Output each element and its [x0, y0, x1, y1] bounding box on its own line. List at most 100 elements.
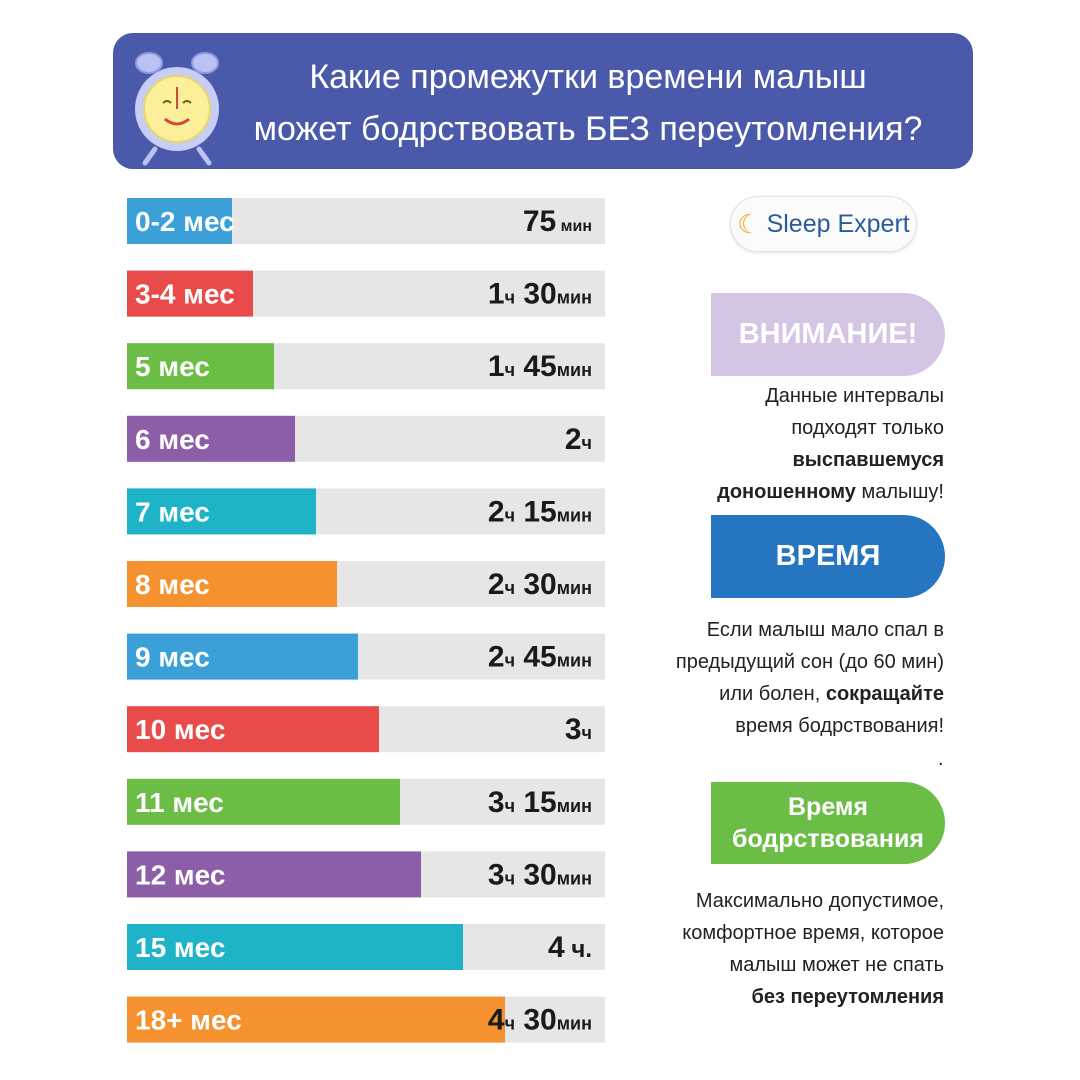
bar-track — [127, 488, 605, 535]
title-line-1: Какие промежутки времени малыш — [309, 58, 867, 96]
value-label: 3ч 15мин — [488, 786, 592, 819]
awake-text-2: комфортное время, которое — [682, 922, 944, 944]
value-hours: 2 — [488, 641, 505, 674]
bar-track — [127, 706, 605, 753]
awake-text-1: Максимально допустимое, — [695, 890, 944, 912]
attention-text-5: малышу! — [861, 481, 944, 503]
value-minute-unit: мин — [557, 651, 592, 671]
awake-time-note: Максимально допустимое, комфортное время… — [660, 885, 944, 1013]
bar — [127, 924, 463, 970]
category-label: 6 мес — [135, 424, 210, 455]
category-label: 10 мес — [135, 714, 225, 745]
sleep-expert-logo: ☾ Sleep Expert — [730, 196, 917, 252]
bar-track — [127, 996, 605, 1043]
time-text-2: предыдущий сон (до 60 мин) — [675, 651, 944, 673]
value-hours: 1 — [488, 278, 505, 311]
time-note: Если малыш мало спал в предыдущий сон (д… — [660, 614, 944, 742]
bar-track — [127, 343, 605, 390]
value-minutes: 75 — [523, 205, 556, 238]
value-minute-unit: мин — [557, 796, 592, 816]
value-hours: 2 — [565, 423, 582, 456]
time-text-4: сокращайте — [825, 683, 944, 705]
title-line-2: может бодрствовать БЕЗ переутомления? — [253, 110, 923, 148]
value-hour-unit: ч — [505, 578, 515, 598]
value-label: 75 мин — [523, 205, 592, 238]
value-hours: 2 — [488, 568, 505, 601]
bar-track — [127, 561, 605, 607]
awake-text-3: малыш может не спать — [729, 954, 944, 976]
value-minutes: 15 — [515, 786, 557, 819]
value-hour-unit: ч — [505, 505, 515, 525]
value-hours: 4 — [488, 1004, 505, 1037]
category-label: 7 мес — [135, 496, 210, 527]
value-minute-unit: мин — [556, 218, 592, 235]
value-minute-unit: мин — [557, 505, 592, 525]
category-label: 3-4 мес — [135, 279, 235, 310]
value-label: 2ч 30мин — [488, 568, 592, 601]
value-hour-unit: ч — [582, 433, 592, 453]
bar — [127, 706, 379, 753]
bar-track — [127, 778, 605, 825]
value-minutes: 30 — [515, 278, 557, 311]
value-label: 2ч 45мин — [488, 641, 592, 674]
header-banner: Какие промежутки времени малыш может бод… — [113, 33, 973, 169]
value-hours: 4 — [548, 931, 565, 964]
bar — [127, 198, 232, 244]
category-label: 11 мес — [135, 787, 224, 818]
value-label: 1ч 45мин — [488, 350, 592, 383]
time-badge: ВРЕМЯ — [711, 515, 945, 598]
time-text-1: Если малыш мало спал в — [706, 619, 944, 641]
value-hours: 3 — [565, 713, 582, 746]
value-minute-unit: мин — [557, 360, 592, 380]
value-minute-unit: мин — [557, 1014, 592, 1034]
category-label: 8 мес — [135, 569, 210, 600]
page-title: Какие промежутки времени малыш может бод… — [223, 51, 953, 155]
value-minutes: 30 — [515, 568, 557, 601]
value-hour-unit: ч — [505, 868, 515, 888]
value-minutes: 30 — [515, 1004, 557, 1037]
bar-track — [127, 924, 605, 970]
attention-text-4: доношенному — [717, 481, 856, 503]
alarm-clock-icon — [135, 52, 219, 166]
value-label: 4 ч. — [548, 931, 592, 964]
bar — [127, 415, 295, 462]
bar-track — [127, 270, 605, 317]
value-hours: 3 — [488, 858, 505, 891]
bar — [127, 851, 421, 898]
value-hour-unit: ч — [505, 1014, 515, 1034]
value-minute-unit: мин — [557, 578, 592, 598]
value-unit: ч. — [565, 936, 592, 963]
bar-track — [127, 198, 605, 244]
awake-title-1: Время — [788, 793, 868, 821]
category-label: 9 мес — [135, 642, 210, 673]
value-minutes: 45 — [515, 641, 557, 674]
value-hours: 1 — [488, 350, 505, 383]
bar-track — [127, 633, 605, 680]
value-label: 4ч 30мин — [488, 1004, 592, 1037]
attention-text-1: Данные интервалы — [765, 385, 944, 407]
bar-track — [127, 851, 605, 898]
value-minutes: 30 — [515, 858, 557, 891]
value-label: 3ч 30мин — [488, 858, 592, 891]
awake-text-4: без переутомления — [751, 986, 944, 1008]
value-minutes: 45 — [515, 350, 557, 383]
crescent-moon-icon: ☾ — [737, 208, 761, 239]
time-text-3: или болен, — [719, 683, 821, 705]
value-hour-unit: ч — [505, 288, 515, 308]
attention-badge: ВНИМАНИЕ! — [711, 293, 945, 376]
value-hour-unit: ч — [582, 723, 592, 743]
value-minutes: 15 — [515, 495, 557, 528]
awake-time-badge: Время бодрствования — [711, 782, 945, 864]
category-label: 18+ мес — [135, 1005, 242, 1036]
value-hour-unit: ч — [505, 651, 515, 671]
attention-title: ВНИМАНИЕ! — [738, 318, 918, 350]
value-hours: 3 — [488, 786, 505, 819]
bar — [127, 270, 253, 317]
awake-title-2: бодрствования — [732, 825, 924, 853]
brand-label: Sleep Expert — [766, 209, 910, 238]
bar-track — [127, 415, 605, 462]
value-minute-unit: мин — [557, 868, 592, 888]
category-label: 0-2 мес — [135, 206, 235, 237]
bar — [127, 633, 358, 680]
bar — [127, 488, 316, 535]
